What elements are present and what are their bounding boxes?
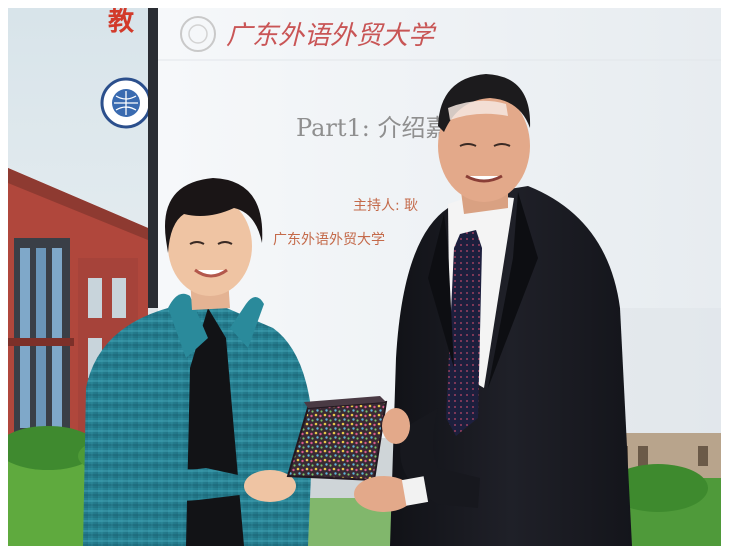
woman-figure — [83, 178, 323, 546]
slide-header-text: 广东外语外贸大学 — [226, 21, 437, 51]
polka-dot-tie — [446, 230, 482, 436]
gift-box — [286, 396, 388, 482]
university-seal-icon — [100, 77, 152, 129]
man-figure — [354, 74, 632, 546]
man-hair — [438, 74, 531, 132]
man-face — [438, 90, 530, 202]
woman-face — [168, 196, 252, 296]
event-photo: 教 — [8, 8, 721, 546]
screen-frame — [148, 8, 158, 308]
woman-hair — [164, 178, 263, 253]
banner-top-character: 教 — [108, 8, 134, 37]
slide-org-line: 广东外语外贸大学 — [273, 232, 385, 248]
slide-logo-icon — [180, 16, 216, 52]
photo-scene: 教 — [8, 8, 721, 546]
slide-host-line: 主持人: 耿 — [353, 198, 418, 214]
